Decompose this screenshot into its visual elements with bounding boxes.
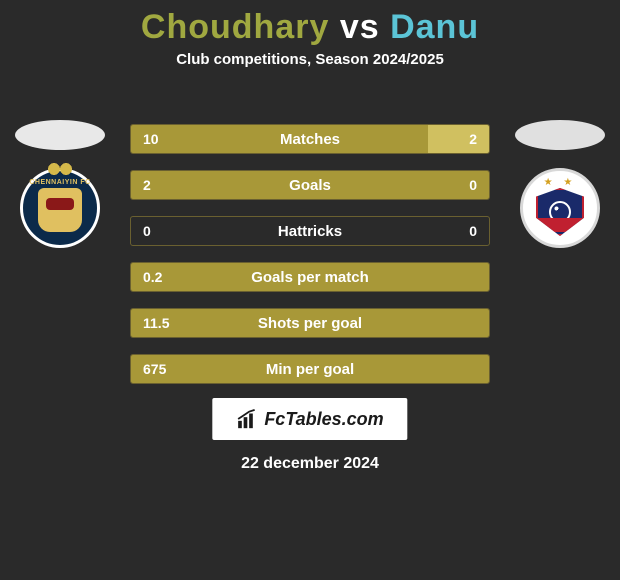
comparison-title: Choudhary vs Danu — [0, 0, 620, 47]
stat-bars: 10 Matches 2 2 Goals 0 0 Hattricks 0 0.2 Goals per… — [130, 124, 490, 384]
stat-bar: 10 Matches 2 — [130, 124, 490, 154]
player1-avatar — [15, 120, 105, 150]
vs-label: vs — [340, 8, 380, 46]
player1-name: Choudhary — [141, 8, 329, 46]
stat-left-value: 11.5 — [131, 315, 169, 331]
stat-label: Goals per match — [251, 269, 369, 286]
player1-crest-graphic — [38, 188, 82, 232]
stat-left-value: 0.2 — [131, 269, 162, 285]
stat-bar: 11.5 Shots per goal — [130, 308, 490, 338]
brand-text: FcTables.com — [264, 409, 383, 430]
stat-right-value: 2 — [469, 131, 489, 147]
stat-label: Shots per goal — [258, 315, 362, 332]
player2-name: Danu — [390, 8, 479, 46]
stat-label: Goals — [289, 177, 331, 194]
stat-right-value: 0 — [469, 223, 489, 239]
stat-left-value: 10 — [131, 131, 159, 147]
stat-label: Hattricks — [278, 223, 342, 240]
player1-side: CHENNAIYIN FC — [15, 120, 105, 248]
player1-club-crest: CHENNAIYIN FC — [20, 168, 100, 248]
brand-badge: FcTables.com — [212, 398, 407, 440]
stat-left-value: 0 — [131, 223, 151, 239]
stat-label: Min per goal — [266, 361, 354, 378]
player2-club-crest — [520, 168, 600, 248]
stat-label: Matches — [280, 131, 340, 148]
player2-side — [515, 120, 605, 248]
stat-right-value: 0 — [469, 177, 489, 193]
stat-left-value: 675 — [131, 361, 166, 377]
brand-chart-icon — [236, 408, 258, 430]
stat-bar: 2 Goals 0 — [130, 170, 490, 200]
stat-bar: 675 Min per goal — [130, 354, 490, 384]
player2-avatar — [515, 120, 605, 150]
stat-bar: 0.2 Goals per match — [130, 262, 490, 292]
player1-club-label: CHENNAIYIN FC — [29, 179, 90, 186]
stat-bar: 0 Hattricks 0 — [130, 216, 490, 246]
stat-left-value: 2 — [131, 177, 151, 193]
subtitle: Club competitions, Season 2024/2025 — [0, 51, 620, 68]
player2-crest-graphic — [536, 188, 584, 236]
footer-date: 22 december 2024 — [0, 455, 620, 473]
